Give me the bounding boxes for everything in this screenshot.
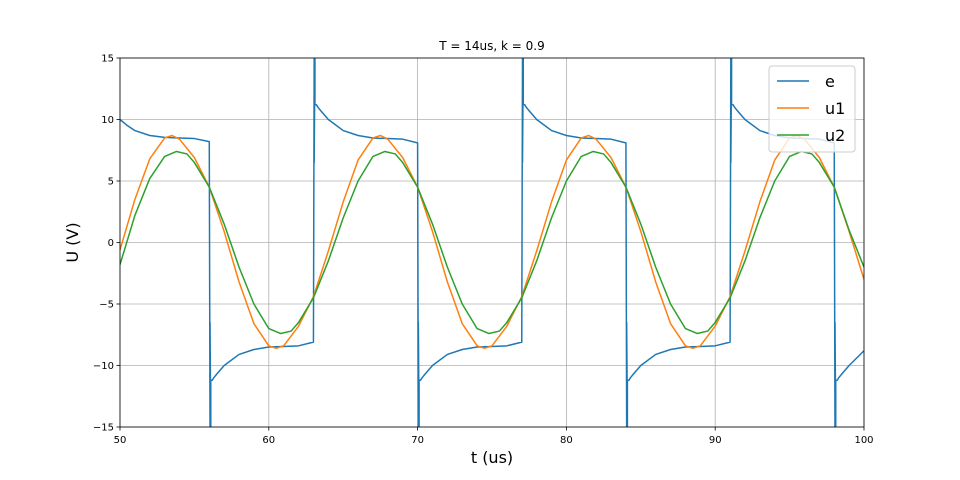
- y-tick-label: −10: [93, 361, 114, 372]
- x-tick-label: 100: [854, 435, 873, 446]
- legend-box: [768, 65, 856, 153]
- series-line-u2: [120, 150, 864, 335]
- series-line-e: [120, 58, 864, 427]
- series-line-u1: [120, 134, 864, 350]
- chart-title: T = 14us, k = 0.9: [438, 39, 545, 53]
- grid: [119, 57, 865, 428]
- y-tick-label: −15: [93, 423, 114, 434]
- legend-label-e: e: [825, 72, 835, 91]
- x-tick-label: 70: [411, 435, 424, 446]
- series-layer: [120, 58, 864, 427]
- x-tick-label: 60: [262, 435, 275, 446]
- x-tick-label: 90: [709, 435, 722, 446]
- y-tick-label: −5: [99, 300, 114, 311]
- legend-label-u2: u2: [825, 126, 845, 145]
- y-tick-label: 5: [108, 177, 114, 188]
- y-tick-label: 10: [101, 115, 114, 126]
- x-axis-label: t (us): [471, 448, 513, 467]
- legend: e u1 u2: [768, 65, 856, 153]
- y-axis-label: U (V): [63, 222, 82, 262]
- ticks: 50 60 70 80 90 100 −15 −10 −5 0 5 10 15: [93, 54, 874, 447]
- y-tick-label: 0: [108, 238, 114, 249]
- legend-label-u1: u1: [825, 99, 845, 118]
- y-tick-label: 15: [101, 54, 114, 65]
- x-tick-label: 50: [114, 435, 127, 446]
- x-tick-label: 80: [560, 435, 573, 446]
